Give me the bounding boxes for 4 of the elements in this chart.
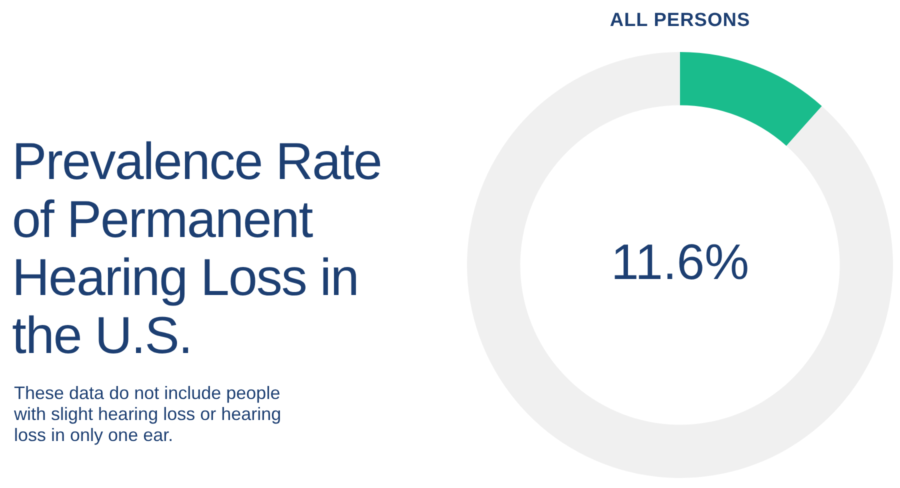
- data-label: 11.6%: [610, 234, 750, 290]
- chart-subtitle: ALL PERSONS: [608, 10, 752, 32]
- text: These data do not include people with slight hearing loss or hearing loss in only one ear.: [14, 383, 282, 446]
- text: Prevalence Rate of Permanent Hearing Loss in the U.S.: [12, 133, 382, 365]
